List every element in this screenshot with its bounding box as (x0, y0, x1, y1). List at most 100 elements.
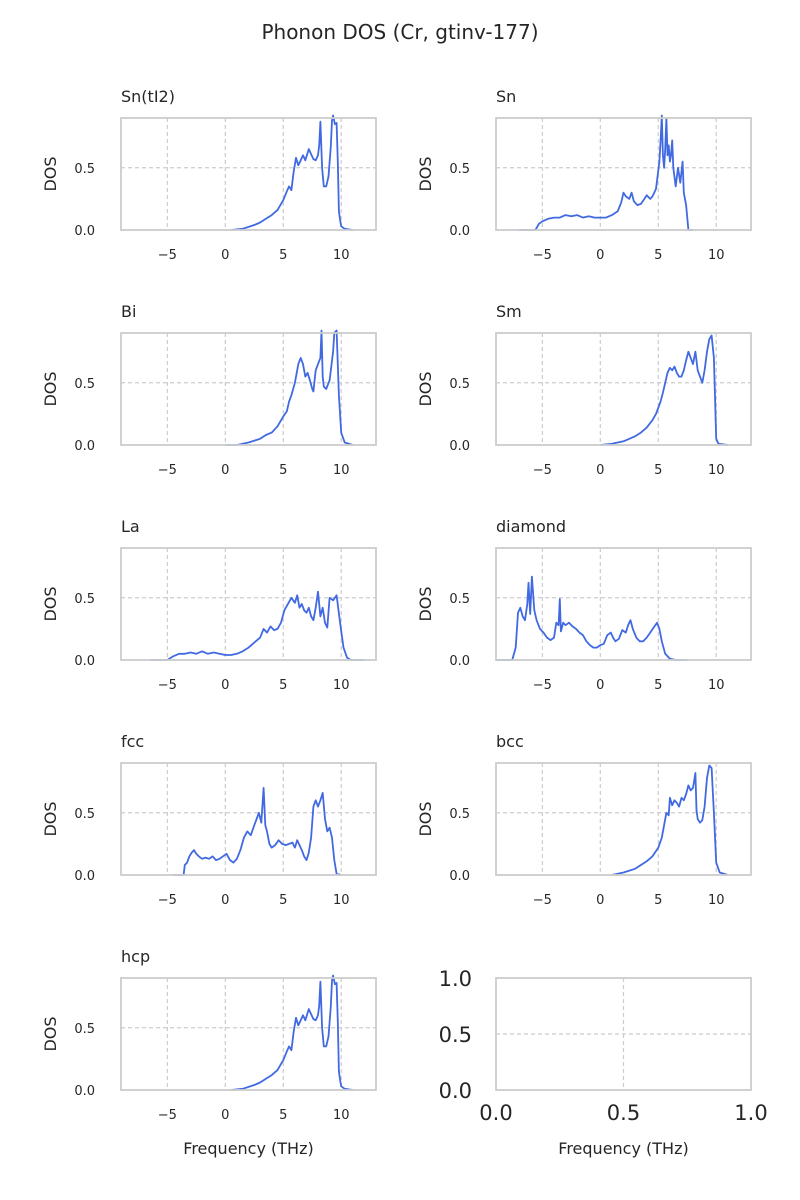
dos-series-line (519, 114, 693, 231)
dos-series-line (173, 787, 342, 876)
y-axis-label: DOS (416, 371, 435, 406)
subplot-9: 0.0 0.5 1.0 0.0 0.5 1.0 Frequency (THz) (439, 967, 768, 1158)
subplot-7: −5 0 5 10 0.0 0.5 bcc DOS (416, 732, 752, 908)
x-tick-label: 0 (221, 463, 229, 478)
x-tick-label: 5 (279, 1108, 287, 1123)
axes-frame (120, 117, 377, 231)
dos-series-line (225, 329, 354, 446)
y-tick-label: 0.5 (74, 162, 95, 177)
y-tick-label: 0.0 (74, 869, 95, 884)
subplot-title: Bi (121, 302, 136, 321)
x-tick-label: −5 (158, 678, 177, 693)
subplot-0: −5 0 5 10 0.0 0.5 Sn(tI2) DOS (41, 87, 377, 263)
y-tick-label: 0.5 (74, 1022, 95, 1037)
subplot-3: −5 0 5 10 0.0 0.5 Sm DOS (416, 302, 752, 478)
x-tick-label: 5 (654, 463, 662, 478)
axes-frame (120, 977, 377, 1091)
y-axis-label: DOS (416, 801, 435, 836)
dos-series-line (231, 114, 353, 231)
x-axis-label: Frequency (THz) (558, 1139, 688, 1158)
x-tick-label: 5 (654, 893, 662, 908)
axes-frame (120, 332, 377, 446)
subplot-8: −5 0 5 10 0.0 0.5 hcp DOS Frequency (THz) (41, 947, 377, 1158)
dos-series-line (611, 764, 729, 876)
axes-frame (495, 762, 752, 876)
y-tick-label: 0.0 (74, 224, 95, 239)
y-tick-label: 0.5 (74, 377, 95, 392)
y-tick-label: 0.0 (74, 654, 95, 669)
y-axis-label: DOS (41, 801, 60, 836)
y-axis-label: DOS (416, 156, 435, 191)
y-tick-label: 0.5 (74, 592, 95, 607)
subplot-title: bcc (496, 732, 524, 751)
subplot-title: Sm (496, 302, 522, 321)
y-axis-label: DOS (41, 1016, 60, 1051)
subplot-title: La (121, 517, 140, 536)
y-tick-label: 0.5 (449, 162, 470, 177)
subplot-title: Sn (496, 87, 516, 106)
x-tick-label: 10 (708, 463, 725, 478)
x-tick-label: 0 (221, 678, 229, 693)
x-tick-label: 5 (279, 463, 287, 478)
dos-series-line (231, 974, 353, 1091)
x-tick-label: 0 (221, 1108, 229, 1123)
y-tick-label: 0.0 (449, 439, 470, 454)
y-axis-label: DOS (41, 156, 60, 191)
axes-frame (120, 547, 377, 661)
axes-frame (120, 762, 377, 876)
x-tick-label: 0 (221, 893, 229, 908)
subplot-title: diamond (496, 517, 566, 536)
axes-frame (495, 332, 752, 446)
subplot-2: −5 0 5 10 0.0 0.5 Bi DOS (41, 302, 377, 478)
subplot-title: Sn(tI2) (121, 87, 175, 106)
x-tick-label: 0 (596, 678, 604, 693)
subplot-5: −5 0 5 10 0.0 0.5 diamond DOS (416, 517, 752, 693)
x-tick-label: 0.5 (607, 1101, 640, 1125)
y-tick-label: 0.0 (449, 224, 470, 239)
axes-frame (495, 547, 752, 661)
subplot-1: −5 0 5 10 0.0 0.5 Sn DOS (416, 87, 752, 263)
y-tick-label: 0.0 (74, 439, 95, 454)
x-tick-label: −5 (158, 893, 177, 908)
x-tick-label: −5 (533, 678, 552, 693)
dos-series-line (496, 575, 688, 661)
y-tick-label: 1.0 (439, 967, 472, 991)
x-tick-label: 0 (596, 248, 604, 263)
x-axis-label: Frequency (THz) (183, 1139, 313, 1158)
x-tick-label: 10 (708, 678, 725, 693)
x-tick-label: −5 (158, 1108, 177, 1123)
x-tick-label: 10 (333, 1108, 350, 1123)
x-tick-label: 0 (221, 248, 229, 263)
y-axis-label: DOS (41, 586, 60, 621)
subplot-6: −5 0 5 10 0.0 0.5 fcc DOS (41, 732, 377, 908)
y-tick-label: 0.5 (449, 592, 470, 607)
dos-series-line (600, 334, 728, 446)
x-tick-label: 5 (654, 248, 662, 263)
x-tick-label: −5 (158, 248, 177, 263)
subplot-title: hcp (121, 947, 150, 966)
x-tick-label: 0 (596, 893, 604, 908)
x-tick-label: −5 (158, 463, 177, 478)
x-tick-label: −5 (533, 248, 552, 263)
subplot-title: fcc (121, 732, 144, 751)
y-tick-label: 0.0 (74, 1084, 95, 1099)
y-tick-label: 0.5 (74, 807, 95, 822)
y-tick-label: 0.5 (439, 1023, 472, 1047)
y-axis-label: DOS (41, 371, 60, 406)
y-axis-label: DOS (416, 586, 435, 621)
x-tick-label: 0.0 (479, 1101, 512, 1125)
x-tick-label: 10 (333, 678, 350, 693)
x-tick-label: 10 (333, 248, 350, 263)
subplot-4: −5 0 5 10 0.0 0.5 La DOS (41, 517, 377, 693)
x-tick-label: 5 (279, 678, 287, 693)
y-tick-label: 0.5 (449, 377, 470, 392)
axes-frame (495, 117, 752, 231)
x-tick-label: 10 (333, 893, 350, 908)
x-tick-label: −5 (533, 893, 552, 908)
x-tick-label: 5 (279, 248, 287, 263)
dos-series-line (150, 590, 365, 661)
y-tick-label: 0.5 (449, 807, 470, 822)
y-tick-label: 0.0 (449, 869, 470, 884)
